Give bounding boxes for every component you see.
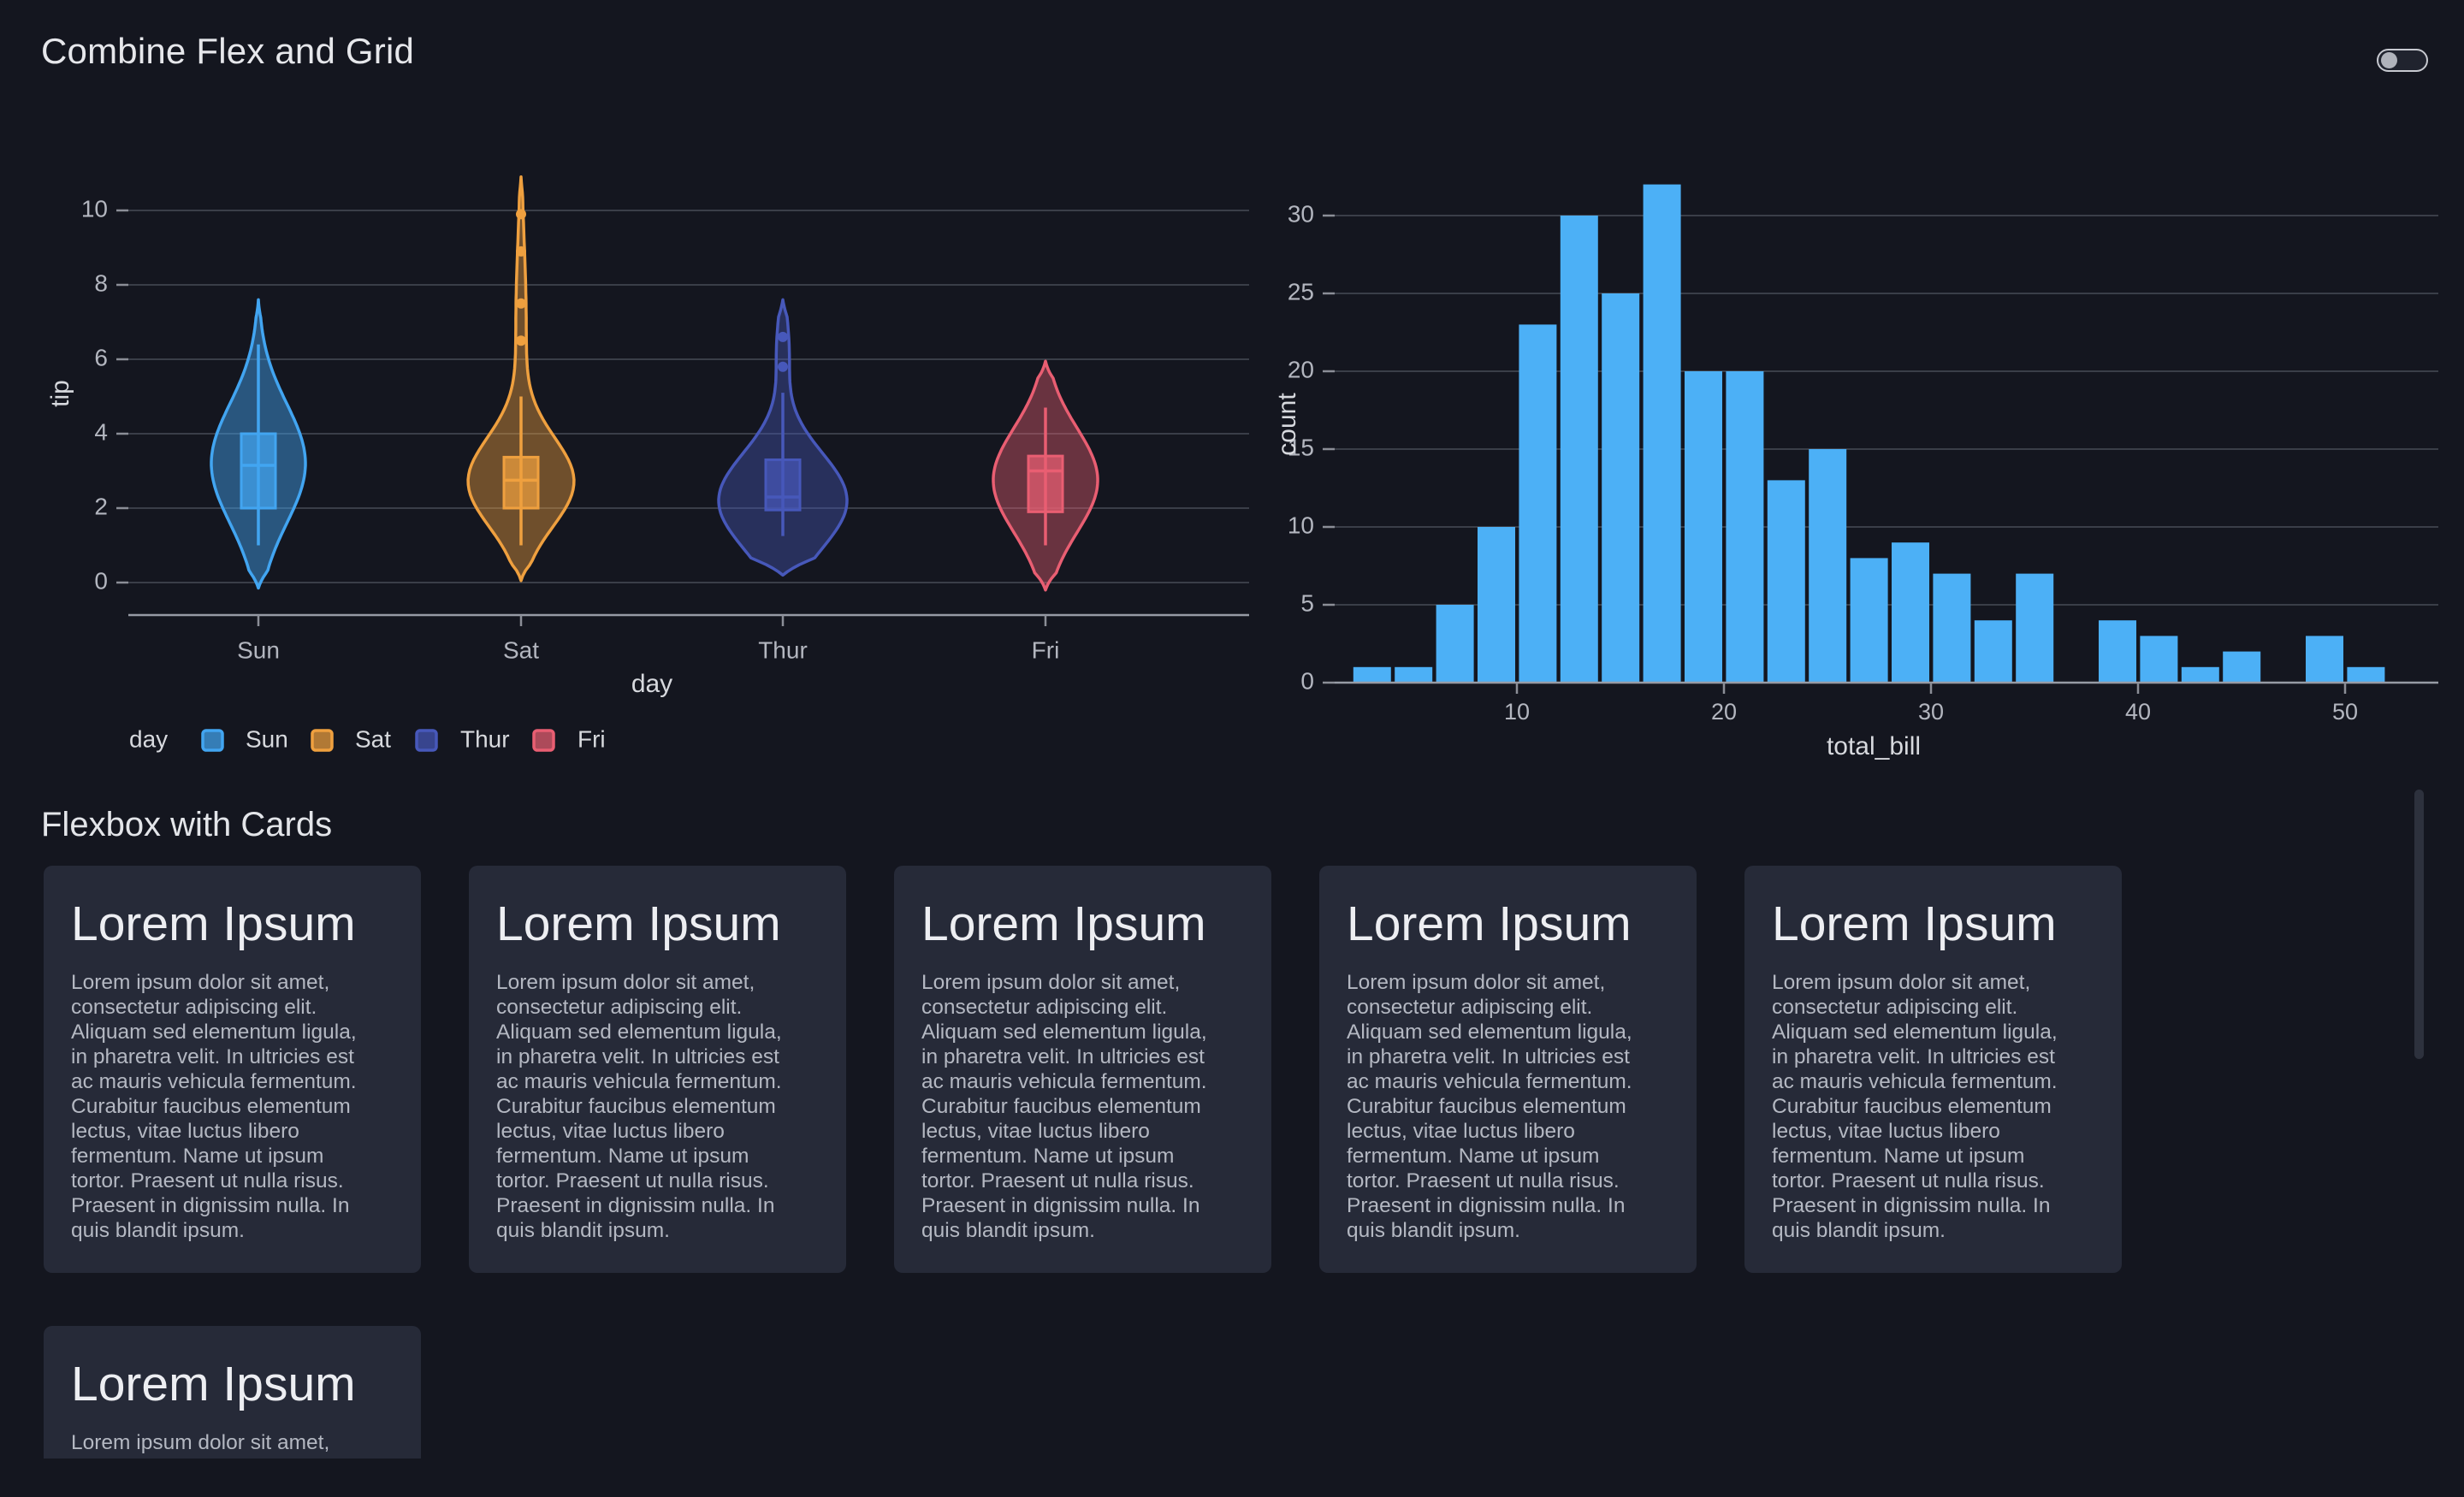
y-tick-label: 15: [1288, 434, 1314, 460]
y-tick-label: 10: [1288, 512, 1314, 538]
card-body: Lorem ipsum dolor sit amet, consectetur …: [1772, 971, 2058, 1243]
x-tick-label: 30: [1918, 699, 1944, 725]
hist-bar: [1643, 184, 1681, 683]
hist-bar: [2181, 666, 2219, 683]
card-body: Lorem ipsum dolor sit amet, consectetur …: [496, 971, 782, 1243]
card: Lorem Ipsum Lorem ipsum dolor sit amet, c…: [894, 866, 1271, 1273]
y-tick-label: 20: [1288, 356, 1314, 382]
card-title: Lorem Ipsum: [71, 896, 356, 951]
legend-title: day: [129, 725, 168, 752]
hist-bar: [2347, 666, 2385, 683]
legend-label: Thur: [460, 725, 510, 752]
legend-swatch-fri: [532, 729, 555, 752]
y-tick-label: 10: [81, 195, 108, 222]
card-body: Lorem ipsum dolor sit amet, consectetur …: [71, 971, 357, 1243]
violin-box: [240, 432, 277, 510]
hist-bar: [1478, 527, 1515, 683]
hist-bar: [2306, 636, 2343, 683]
y-tick-label: 5: [1300, 589, 1314, 616]
y-tick-label: 2: [94, 493, 108, 519]
x-tick-label: Fri: [1032, 636, 1060, 663]
hist-bar: [1395, 666, 1433, 683]
hist-bar: [1726, 371, 1764, 683]
hist-bar: [2099, 620, 2136, 683]
card-body: Lorem ipsum dolor sit amet, consectetur …: [1347, 971, 1632, 1243]
card: Lorem Ipsum Lorem ipsum dolor sit amet, c…: [44, 1326, 421, 1459]
card-body: Lorem ipsum dolor sit amet, consectetur …: [71, 1431, 330, 1459]
legend-label: Fri: [578, 725, 606, 752]
y-axis-label: count: [1273, 393, 1301, 456]
violin-outlier-point: [778, 331, 788, 342]
x-tick-label: 50: [2332, 699, 2358, 725]
y-tick-label: 30: [1288, 200, 1314, 227]
hist-bar: [2140, 636, 2178, 683]
card-body: Lorem ipsum dolor sit amet, consectetur …: [921, 971, 1207, 1243]
x-axis-label: day: [631, 670, 672, 698]
violin-box: [1027, 454, 1064, 513]
violin-box: [502, 455, 540, 510]
x-tick-label: 20: [1711, 699, 1737, 725]
hist-bar: [1809, 449, 1847, 683]
hist-bar: [1685, 371, 1722, 683]
hist-bar: [1436, 605, 1474, 683]
card-title: Lorem Ipsum: [921, 896, 1206, 951]
legend-swatch-sun: [201, 729, 224, 752]
y-axis-label: tip: [46, 380, 74, 407]
legend-swatch-sat: [311, 729, 334, 752]
x-tick-label: Sat: [503, 636, 539, 663]
y-tick-label: 4: [94, 418, 108, 445]
card: Lorem Ipsum Lorem ipsum dolor sit amet, c…: [1744, 866, 2122, 1273]
card-title: Lorem Ipsum: [496, 896, 781, 951]
violin-box: [764, 458, 802, 512]
violin-outlier-point: [516, 298, 526, 309]
hist-bar: [1560, 216, 1598, 683]
page-title: Combine Flex and Grid: [41, 31, 415, 71]
card-title: Lorem Ipsum: [71, 1357, 356, 1411]
hist-bar: [1767, 480, 1805, 683]
card-title: Lorem Ipsum: [1772, 896, 2057, 951]
legend-swatch-thur: [415, 729, 438, 752]
hist-bar: [1353, 666, 1391, 683]
x-tick-label: Thur: [758, 636, 808, 663]
violin-outlier-point: [516, 246, 526, 257]
legend-label: Sun: [246, 725, 288, 752]
y-tick-label: 0: [1300, 667, 1314, 694]
hist-bar: [2016, 573, 2054, 683]
x-tick-label: 10: [1504, 699, 1530, 725]
vertical-scrollbar-thumb[interactable]: [2414, 790, 2424, 1059]
violin-outlier-point: [516, 335, 526, 346]
card: Lorem Ipsum Lorem ipsum dolor sit amet, c…: [469, 866, 846, 1273]
y-tick-label: 6: [94, 344, 108, 370]
hist-bar: [1892, 542, 1929, 683]
hist-bar: [1850, 558, 1888, 683]
hist-bar: [1974, 620, 2012, 683]
y-tick-label: 0: [94, 567, 108, 594]
theme-toggle[interactable]: [2377, 49, 2428, 72]
violin-sat: [466, 175, 576, 583]
x-tick-label: Sun: [237, 636, 280, 663]
cards-section: Flexbox with Cards Lorem Ipsum Lorem ipsu…: [0, 787, 2464, 1459]
legend-label: Sat: [355, 725, 391, 752]
card: Lorem Ipsum Lorem ipsum dolor sit amet, c…: [1319, 866, 1697, 1273]
hist-bar: [1602, 293, 1640, 683]
violin-outlier-point: [516, 209, 526, 220]
card: Lorem Ipsum Lorem ipsum dolor sit amet, c…: [44, 866, 421, 1273]
x-tick-label: 40: [2125, 699, 2151, 725]
card-title: Lorem Ipsum: [1347, 896, 1632, 951]
toggle-knob-icon: [2381, 52, 2397, 68]
section-heading: Flexbox with Cards: [41, 806, 333, 843]
y-tick-label: 8: [94, 269, 108, 296]
hist-bar: [2223, 651, 2261, 683]
violin-outlier-point: [778, 361, 788, 372]
y-tick-label: 25: [1288, 278, 1314, 305]
hist-bar: [1933, 573, 1971, 683]
x-axis-label: total_bill: [1827, 732, 1921, 760]
hist-bar: [1519, 324, 1557, 683]
